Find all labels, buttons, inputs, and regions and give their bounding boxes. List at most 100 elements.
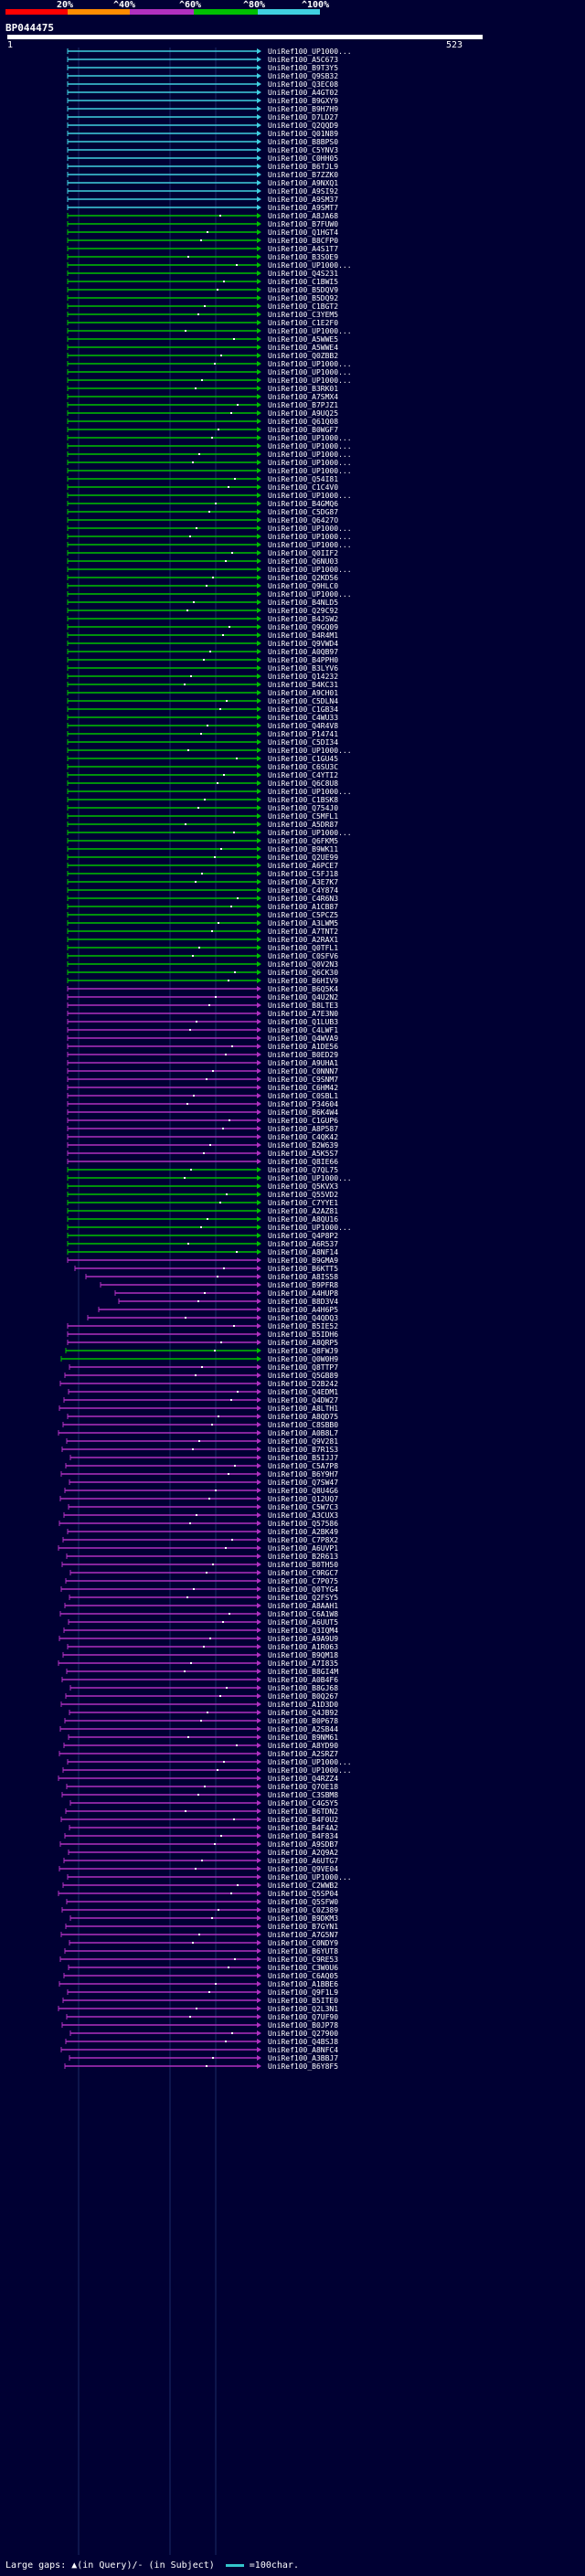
hit-label[interactable]: UniRef100_B8CFP0 bbox=[268, 237, 338, 245]
hit-label[interactable]: UniRef100_B4F4A2 bbox=[268, 1824, 338, 1832]
hit-label[interactable]: UniRef100_B9GXY9 bbox=[268, 97, 338, 105]
hit-label[interactable]: UniRef100_A6R537 bbox=[268, 1240, 338, 1248]
hit-label[interactable]: UniRef100_C5W7C3 bbox=[268, 1503, 338, 1511]
hit-label[interactable]: UniRef100_B9GMA9 bbox=[268, 1256, 338, 1265]
hit-label[interactable]: UniRef100_Q4QDQ3 bbox=[268, 1314, 338, 1322]
hit-label[interactable]: UniRef100_B4KC31 bbox=[268, 681, 338, 689]
hit-label[interactable]: UniRef100_Q4RZZ4 bbox=[268, 1775, 338, 1783]
hit-label[interactable]: UniRef100_B5IDH6 bbox=[268, 1330, 338, 1339]
hit-label[interactable]: UniRef100_C7P8X2 bbox=[268, 1536, 338, 1544]
hit-label[interactable]: UniRef100_Q2KD56 bbox=[268, 574, 338, 582]
hit-label[interactable]: UniRef100_B6YUT8 bbox=[268, 1947, 338, 1956]
hit-label[interactable]: UniRef100_A2AZ81 bbox=[268, 1207, 338, 1215]
hit-label[interactable]: UniRef100_Q9GQ09 bbox=[268, 623, 338, 631]
hit-label[interactable]: UniRef100_B3LYV6 bbox=[268, 664, 338, 673]
hit-label[interactable]: UniRef100_A3E7K7 bbox=[268, 878, 338, 886]
hit-label[interactable]: UniRef100_A6PCE7 bbox=[268, 862, 338, 870]
hit-label[interactable]: UniRef100_Q5KVX3 bbox=[268, 1182, 338, 1191]
hit-label[interactable]: UniRef100_Q0TFL1 bbox=[268, 944, 338, 952]
hit-label[interactable]: UniRef100_C4LWF1 bbox=[268, 1026, 338, 1034]
hit-label[interactable]: UniRef100_Q9V281 bbox=[268, 1437, 338, 1446]
hit-label[interactable]: UniRef100_A1R063 bbox=[268, 1643, 338, 1651]
hit-label[interactable]: UniRef100_B6HIV9 bbox=[268, 977, 338, 985]
hit-label[interactable]: UniRef100_B6K4W4 bbox=[268, 1108, 338, 1117]
hit-label[interactable]: UniRef100_C4R6N3 bbox=[268, 895, 338, 903]
hit-label[interactable]: UniRef100_A9A9U9 bbox=[268, 1635, 338, 1643]
hit-label[interactable]: UniRef100_A5K5S7 bbox=[268, 1150, 338, 1158]
hit-label[interactable]: UniRef100_B4GMQ6 bbox=[268, 500, 338, 508]
hit-label[interactable]: UniRef100_UP1000... bbox=[268, 376, 352, 385]
hit-label[interactable]: UniRef100_UP1000... bbox=[268, 467, 352, 475]
hit-label[interactable]: UniRef100_C3SBM8 bbox=[268, 1791, 338, 1799]
hit-label[interactable]: UniRef100_C3YEM5 bbox=[268, 311, 338, 319]
hit-label[interactable]: UniRef100_A9SMT7 bbox=[268, 204, 338, 212]
hit-label[interactable]: UniRef100_B4PPH0 bbox=[268, 656, 338, 664]
hit-label[interactable]: UniRef100_B8GI4M bbox=[268, 1668, 338, 1676]
hit-label[interactable]: UniRef100_B5DQV9 bbox=[268, 286, 338, 294]
hit-label[interactable]: UniRef100_A1DE56 bbox=[268, 1043, 338, 1051]
hit-label[interactable]: UniRef100_A4HUP8 bbox=[268, 1289, 338, 1298]
hit-label[interactable]: UniRef100_A2SB44 bbox=[268, 1725, 338, 1733]
hit-label[interactable]: UniRef100_A4GT02 bbox=[268, 89, 338, 97]
hit-label[interactable]: UniRef100_UP1000... bbox=[268, 327, 352, 335]
hit-label[interactable]: UniRef100_A7G5N7 bbox=[268, 1931, 338, 1939]
hit-label[interactable]: UniRef100_Q5SFW0 bbox=[268, 1898, 338, 1906]
hit-label[interactable]: UniRef100_A2SRZ7 bbox=[268, 1750, 338, 1758]
hit-label[interactable]: UniRef100_Q7SW47 bbox=[268, 1479, 338, 1487]
hit-label[interactable]: UniRef100_C0NDY9 bbox=[268, 1939, 338, 1947]
hit-label[interactable]: UniRef100_B8BPS0 bbox=[268, 138, 338, 146]
hit-label[interactable]: UniRef100_C1GB34 bbox=[268, 705, 338, 714]
hit-label[interactable]: UniRef100_C1BWI5 bbox=[268, 278, 338, 286]
hit-label[interactable]: UniRef100_C4WU33 bbox=[268, 714, 338, 722]
hit-label[interactable]: UniRef100_Q57586 bbox=[268, 1520, 338, 1528]
hit-label[interactable]: UniRef100_Q4P8P2 bbox=[268, 1232, 338, 1240]
hit-label[interactable]: UniRef100_Q14232 bbox=[268, 673, 338, 681]
hit-label[interactable]: UniRef100_B9WK11 bbox=[268, 845, 338, 853]
hit-label[interactable]: UniRef100_B7R1S3 bbox=[268, 1446, 338, 1454]
hit-label[interactable]: UniRef100_UP1000... bbox=[268, 533, 352, 541]
hit-label[interactable]: UniRef100_Q9VWD4 bbox=[268, 640, 338, 648]
hit-label[interactable]: UniRef100_UP1000... bbox=[268, 1224, 352, 1232]
hit-label[interactable]: UniRef100_C5DLN4 bbox=[268, 697, 338, 705]
hit-label[interactable]: UniRef100_D2B242 bbox=[268, 1380, 338, 1388]
hit-label[interactable]: UniRef100_B7GYN1 bbox=[268, 1923, 338, 1931]
hit-label[interactable]: UniRef100_C2WWB2 bbox=[268, 1882, 338, 1890]
hit-label[interactable]: UniRef100_A5WWE5 bbox=[268, 335, 338, 344]
hit-label[interactable]: UniRef100_Q754J0 bbox=[268, 804, 338, 812]
hit-label[interactable]: UniRef100_A8QD75 bbox=[268, 1413, 338, 1421]
hit-label[interactable]: UniRef100_A0B4F6 bbox=[268, 1676, 338, 1684]
hit-label[interactable]: UniRef100_Q9HLC0 bbox=[268, 582, 338, 590]
hit-label[interactable]: UniRef100_B4F834 bbox=[268, 1832, 338, 1840]
hit-label[interactable]: UniRef100_B3S0E9 bbox=[268, 253, 338, 261]
hit-label[interactable]: UniRef100_C3W0U6 bbox=[268, 1964, 338, 1972]
hit-label[interactable]: UniRef100_B0JP78 bbox=[268, 2021, 338, 2030]
hit-label[interactable]: UniRef100_UP1000... bbox=[268, 1873, 352, 1882]
hit-label[interactable]: UniRef100_C0HH05 bbox=[268, 154, 338, 163]
hit-label[interactable]: UniRef100_Q4U2N2 bbox=[268, 993, 338, 1002]
hit-label[interactable]: UniRef100_UP1000... bbox=[268, 1766, 352, 1775]
hit-label[interactable]: UniRef100_A8YD90 bbox=[268, 1742, 338, 1750]
hit-label[interactable]: UniRef100_Q3EC08 bbox=[268, 80, 338, 89]
hit-label[interactable]: UniRef100_A9SI92 bbox=[268, 187, 338, 196]
hit-label[interactable]: UniRef100_C4QK42 bbox=[268, 1133, 338, 1141]
hit-label[interactable]: UniRef100_B6Y8F5 bbox=[268, 2062, 338, 2071]
hit-label[interactable]: UniRef100_Q01N89 bbox=[268, 130, 338, 138]
hit-label[interactable]: UniRef100_B6TDN2 bbox=[268, 1807, 338, 1816]
hit-label[interactable]: UniRef100_UP1000... bbox=[268, 829, 352, 837]
hit-label[interactable]: UniRef100_UP1000... bbox=[268, 368, 352, 376]
hit-label[interactable]: UniRef100_A9NXQ1 bbox=[268, 179, 338, 187]
hit-label[interactable]: UniRef100_C1E2F0 bbox=[268, 319, 338, 327]
hit-label[interactable]: UniRef100_C1GU45 bbox=[268, 755, 338, 763]
hit-label[interactable]: UniRef100_Q8FWJ9 bbox=[268, 1347, 338, 1355]
hit-label[interactable]: UniRef100_A5DR87 bbox=[268, 821, 338, 829]
hit-label[interactable]: UniRef100_Q3IQM4 bbox=[268, 1627, 338, 1635]
hit-label[interactable]: UniRef100_Q5SP04 bbox=[268, 1890, 338, 1898]
hit-label[interactable]: UniRef100_B9QM18 bbox=[268, 1651, 338, 1659]
hit-label[interactable]: UniRef100_A4S1T7 bbox=[268, 245, 338, 253]
hit-label[interactable]: UniRef100_B2W639 bbox=[268, 1141, 338, 1150]
hit-label[interactable]: UniRef100_Q2FSY5 bbox=[268, 1594, 338, 1602]
hit-label[interactable]: UniRef100_C5PCZ5 bbox=[268, 911, 338, 919]
hit-label[interactable]: UniRef100_B7ZZK0 bbox=[268, 171, 338, 179]
hit-label[interactable]: UniRef100_A5WWE4 bbox=[268, 344, 338, 352]
hit-label[interactable]: UniRef100_C4YTI2 bbox=[268, 771, 338, 779]
